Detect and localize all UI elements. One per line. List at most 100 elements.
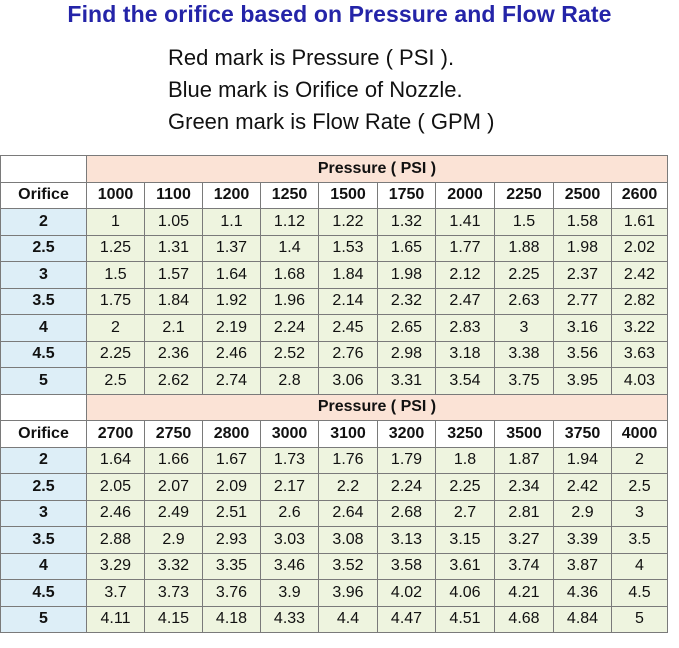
orifice-value: 2.5 bbox=[0, 234, 87, 262]
flow-rate-value: 3.58 bbox=[377, 552, 436, 580]
pressure-value: 2250 bbox=[494, 181, 554, 209]
flow-rate-value: 4.36 bbox=[553, 579, 612, 607]
flow-rate-value: 3.35 bbox=[202, 552, 261, 580]
flow-rate-value: 2.34 bbox=[494, 473, 554, 501]
pressure-value: 4000 bbox=[611, 420, 668, 448]
table-row: 5 4.11 4.15 4.18 4.33 4.4 4.47 4.51 4.68 4.84 5 bbox=[0, 605, 668, 633]
flow-rate-value: 1.67 bbox=[202, 446, 261, 474]
flow-rate-value: 2.24 bbox=[260, 314, 319, 342]
flow-rate-value: 2.05 bbox=[86, 473, 145, 501]
page-title: Find the orifice based on Pressure and F… bbox=[67, 1, 612, 27]
flow-rate-value: 2.49 bbox=[144, 499, 203, 527]
orifice-flow-table: Pressure ( PSI ) Orifice 1000 1100 1200 1250 1… bbox=[0, 155, 668, 633]
table-row: 3.5 2.88 2.9 2.93 3.03 3.08 3.13 3.15 3.27 3.39 3.… bbox=[0, 526, 668, 554]
flow-rate-value: 3 bbox=[611, 499, 668, 527]
pressure-value: 2000 bbox=[435, 181, 495, 209]
flow-rate-value: 1.75 bbox=[86, 287, 145, 315]
flow-rate-value: 1.5 bbox=[86, 261, 145, 289]
table-row: 4.5 2.25 2.36 2.46 2.52 2.76 2.98 3.18 3.38 3.56 3… bbox=[0, 340, 668, 368]
flow-rate-value: 1.5 bbox=[494, 208, 554, 236]
flow-rate-value: 1.73 bbox=[260, 446, 319, 474]
flow-rate-value: 1.66 bbox=[144, 446, 203, 474]
pressure-header: Pressure ( PSI ) bbox=[86, 393, 668, 421]
flow-rate-value: 4.18 bbox=[202, 605, 261, 633]
flow-rate-value: 4.06 bbox=[435, 579, 495, 607]
pressure-value: 3000 bbox=[260, 420, 319, 448]
flow-rate-value: 1.12 bbox=[260, 208, 319, 236]
orifice-column-header: Orifice bbox=[0, 181, 87, 209]
flow-rate-value: 1.32 bbox=[377, 208, 436, 236]
flow-rate-value: 4.51 bbox=[435, 605, 495, 633]
flow-rate-value: 3.18 bbox=[435, 340, 495, 368]
table-row: 4 2 2.1 2.19 2.24 2.45 2.65 2.83 3 3.16 3.22 bbox=[0, 314, 668, 342]
flow-rate-value: 2.25 bbox=[86, 340, 145, 368]
flow-rate-value: 2.98 bbox=[377, 340, 436, 368]
orifice-value: 5 bbox=[0, 367, 87, 395]
flow-rate-value: 3.06 bbox=[318, 367, 378, 395]
flow-rate-value: 2.36 bbox=[144, 340, 203, 368]
flow-rate-value: 3.52 bbox=[318, 552, 378, 580]
flow-rate-value: 1.25 bbox=[86, 234, 145, 262]
flow-rate-value: 1.77 bbox=[435, 234, 495, 262]
flow-rate-value: 1.61 bbox=[611, 208, 668, 236]
flow-rate-value: 3.95 bbox=[553, 367, 612, 395]
flow-rate-value: 1.58 bbox=[553, 208, 612, 236]
orifice-value: 5 bbox=[0, 605, 87, 633]
flow-rate-value: 4.47 bbox=[377, 605, 436, 633]
flow-rate-value: 3.74 bbox=[494, 552, 554, 580]
flow-rate-value: 4.68 bbox=[494, 605, 554, 633]
flow-rate-value: 1.41 bbox=[435, 208, 495, 236]
flow-rate-value: 3.29 bbox=[86, 552, 145, 580]
pressure-value: 2600 bbox=[611, 181, 668, 209]
flow-rate-value: 2.25 bbox=[435, 473, 495, 501]
table-row: 2.5 1.25 1.31 1.37 1.4 1.53 1.65 1.77 1.88 1.98 2.… bbox=[0, 234, 668, 262]
flow-rate-value: 3.76 bbox=[202, 579, 261, 607]
flow-rate-value: 1.84 bbox=[144, 287, 203, 315]
flow-rate-value: 2.9 bbox=[144, 526, 203, 554]
orifice-value: 2.5 bbox=[0, 473, 87, 501]
table-row: 2.5 2.05 2.07 2.09 2.17 2.2 2.24 2.25 2.34 2.42 2.… bbox=[0, 473, 668, 501]
flow-rate-value: 1.96 bbox=[260, 287, 319, 315]
flow-rate-value: 1.84 bbox=[318, 261, 378, 289]
flow-rate-value: 2.14 bbox=[318, 287, 378, 315]
flow-rate-value: 2.12 bbox=[435, 261, 495, 289]
flow-rate-value: 1.4 bbox=[260, 234, 319, 262]
flow-rate-value: 1.57 bbox=[144, 261, 203, 289]
pressure-header-row: Pressure ( PSI ) bbox=[0, 393, 668, 421]
pressure-value: 1200 bbox=[202, 181, 261, 209]
flow-rate-value: 2.8 bbox=[260, 367, 319, 395]
flow-rate-value: 4.11 bbox=[86, 605, 145, 633]
pressure-header-row: Pressure ( PSI ) bbox=[0, 155, 668, 183]
flow-rate-value: 4.5 bbox=[611, 579, 668, 607]
flow-rate-value: 2.7 bbox=[435, 499, 495, 527]
flow-rate-value: 4.03 bbox=[611, 367, 668, 395]
corner-cell bbox=[0, 155, 87, 183]
flow-rate-value: 2.45 bbox=[318, 314, 378, 342]
orifice-value: 4 bbox=[0, 314, 87, 342]
flow-rate-value: 2.42 bbox=[553, 473, 612, 501]
flow-rate-value: 3.38 bbox=[494, 340, 554, 368]
legend-flow-rate: Green mark is Flow Rate ( GPM ) bbox=[168, 109, 495, 134]
table-row: 3 1.5 1.57 1.64 1.68 1.84 1.98 2.12 2.25 2.37 2.42 bbox=[0, 261, 668, 289]
flow-rate-value: 3.27 bbox=[494, 526, 554, 554]
flow-rate-value: 1.22 bbox=[318, 208, 378, 236]
flow-rate-value: 3.31 bbox=[377, 367, 436, 395]
flow-rate-value: 1.65 bbox=[377, 234, 436, 262]
flow-rate-value: 2.74 bbox=[202, 367, 261, 395]
flow-rate-value: 3.56 bbox=[553, 340, 612, 368]
table-row: 2 1 1.05 1.1 1.12 1.22 1.32 1.41 1.5 1.58 1.61 bbox=[0, 208, 668, 236]
flow-rate-value: 2 bbox=[611, 446, 668, 474]
flow-rate-value: 1.1 bbox=[202, 208, 261, 236]
flow-rate-value: 1.87 bbox=[494, 446, 554, 474]
orifice-value: 3 bbox=[0, 499, 87, 527]
flow-rate-value: 2.76 bbox=[318, 340, 378, 368]
orifice-value: 2 bbox=[0, 208, 87, 236]
flow-rate-value: 2.77 bbox=[553, 287, 612, 315]
flow-rate-value: 5 bbox=[611, 605, 668, 633]
pressure-value: 3100 bbox=[318, 420, 378, 448]
flow-rate-value: 2.52 bbox=[260, 340, 319, 368]
flow-rate-value: 3.7 bbox=[86, 579, 145, 607]
table-row: 5 2.5 2.62 2.74 2.8 3.06 3.31 3.54 3.75 3.95 4.03 bbox=[0, 367, 668, 395]
orifice-value: 4.5 bbox=[0, 340, 87, 368]
flow-rate-value: 2.65 bbox=[377, 314, 436, 342]
